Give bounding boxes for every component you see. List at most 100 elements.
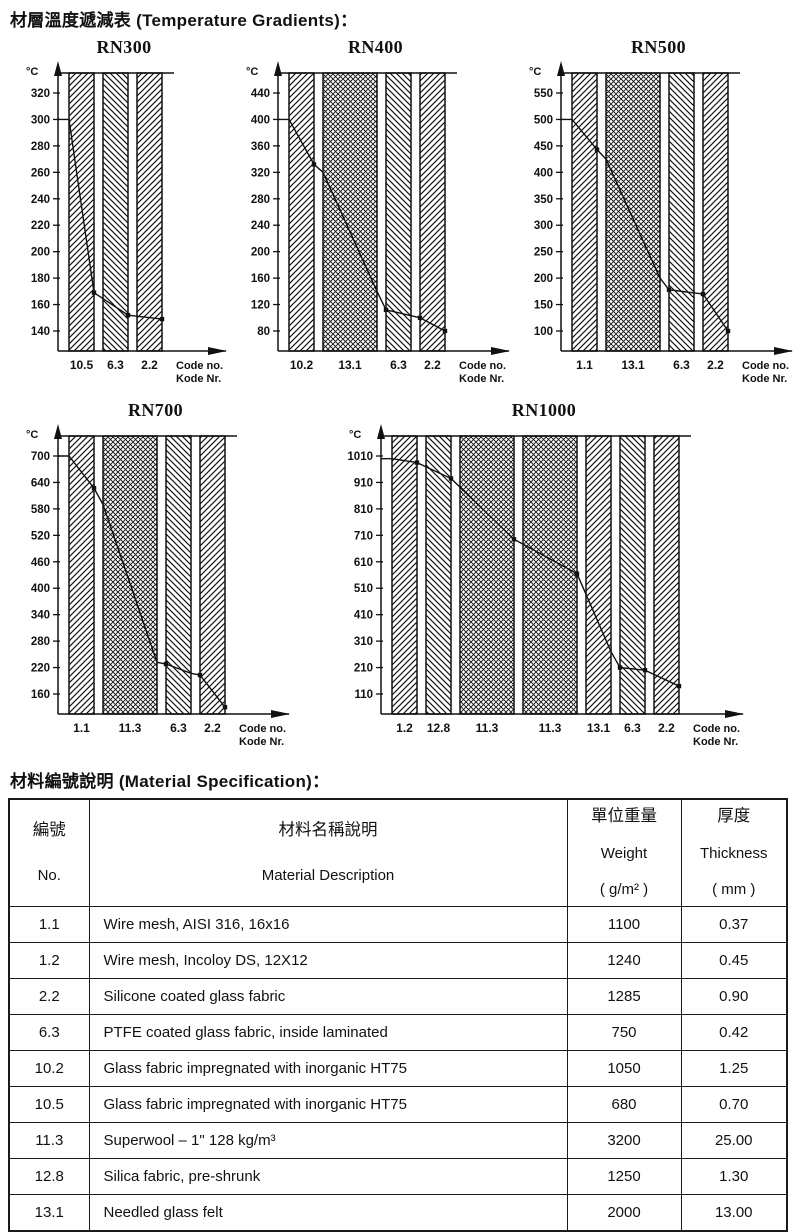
data-point-marker	[91, 290, 97, 295]
material-row-6.3: 6.3 PTFE coated glass fabric, inside lami…	[8, 1014, 788, 1051]
data-point-marker	[125, 312, 131, 318]
code-cell: 10.2	[8, 1050, 90, 1087]
y-ticks: 440 400 360 320 280 240 200 160 120 80	[251, 88, 280, 338]
data-point-marker	[617, 665, 623, 670]
data-point-marker	[511, 537, 517, 542]
header-line: 單位重量	[591, 807, 657, 825]
data-point-marker	[574, 571, 580, 576]
y-tick-label: 400	[534, 167, 553, 179]
y-tick-label: 280	[31, 636, 50, 648]
layer-bar-6.3	[619, 435, 646, 715]
code-no-label: Code no.	[693, 723, 740, 735]
code-no-label: Code no.	[459, 360, 506, 372]
table-header-col2: 材料名稱說明 Material Description	[88, 798, 568, 907]
data-point-marker	[676, 683, 682, 689]
y-tick-label: 410	[354, 610, 373, 622]
materials-section-title: 材料編號說明 (Material Specification)：	[10, 772, 330, 791]
code-label-13.1: 13.1	[587, 721, 611, 735]
y-tick-label: 460	[31, 557, 50, 569]
weight-cell: 1100	[566, 906, 682, 943]
weight-cell: 680	[566, 1086, 682, 1123]
description-cell: Wire mesh, AISI 316, 16x16	[88, 906, 568, 943]
x-axis-arrow	[491, 347, 510, 355]
layer-bar-11.3	[102, 435, 158, 715]
data-point-marker	[666, 287, 672, 292]
data-point-marker	[163, 661, 169, 667]
description-cell: Glass fabric impregnated with inorganic …	[88, 1086, 568, 1123]
thickness-cell: 0.42	[680, 1014, 788, 1051]
kode-nr-label: Kode Nr.	[176, 373, 221, 385]
y-tick-label: 160	[251, 273, 270, 285]
data-point-marker	[448, 476, 454, 481]
description-cell: Wire mesh, Incoloy DS, 12X12	[88, 942, 568, 979]
gradients-section-title: 材層溫度遞減表 (Temperature Gradients)：	[10, 11, 358, 30]
y-tick-label: 360	[251, 141, 270, 153]
material-row-10.2: 10.2 Glass fabric impregnated with inorga…	[8, 1050, 788, 1087]
layer-bar-6.3	[102, 72, 129, 352]
layer-bar-10.2	[288, 72, 315, 352]
code-label-2.2: 2.2	[424, 358, 441, 372]
chart-rn400: RN400 440 400 360 320 280 240 200 160 120 80 °C 10.…	[238, 37, 513, 390]
chart-svg-rn700: 700 640 580 520 460 400 340 280 220 160 °C 1.1 11.3 6…	[26, 424, 290, 748]
temperature-line	[58, 455, 228, 710]
y-ticks: 700 640 580 520 460 400 340 280 220 160	[31, 451, 60, 701]
y-tick-label: 280	[31, 141, 50, 153]
code-label-2.2: 2.2	[141, 358, 158, 372]
code-no-label: Code no.	[176, 360, 223, 372]
table-header-col1: 編號 No.	[8, 798, 90, 907]
chart-svg-rn500: 550 500 450 400 350 300 250 200 150 100 °C 1.1 13.1 6…	[529, 61, 793, 385]
chart-title-rn300: RN300	[96, 37, 152, 57]
code-labels: 1.2 12.8 11.3 11.3 13.1 6.3 2.2 Code no.Kode Nr…	[396, 721, 740, 748]
x-axis-arrow	[774, 347, 793, 355]
data-point-marker	[414, 460, 420, 465]
layer-bar-6.3	[385, 72, 412, 352]
y-tick-label: 140	[31, 326, 50, 338]
header-line: Thickness	[699, 844, 768, 862]
y-tick-label: 640	[31, 477, 50, 489]
weight-cell: 1285	[566, 978, 682, 1015]
y-axis-arrow	[54, 424, 62, 439]
y-axis-unit-label: °C	[246, 66, 258, 78]
kode-nr-label: Kode Nr.	[459, 373, 504, 385]
y-ticks: 320 300 280 260 240 220 200 180 160 140	[31, 88, 60, 338]
y-axis-arrow	[274, 61, 282, 76]
code-label-1.1: 1.1	[576, 358, 593, 372]
y-axis-arrow	[557, 61, 565, 76]
material-row-10.5: 10.5 Glass fabric impregnated with inorga…	[8, 1086, 788, 1123]
layer-bar-1.2	[391, 435, 418, 715]
data-point-marker	[311, 162, 317, 167]
y-tick-label: 320	[251, 167, 270, 179]
y-axis-unit-label: °C	[349, 429, 361, 441]
layer-bar-11.3	[522, 435, 578, 715]
y-tick-label: 610	[354, 557, 373, 569]
temperature-line	[58, 118, 165, 322]
code-label-10.5: 10.5	[70, 358, 94, 372]
charts-row-2: RN700 700 640 580 520 460 400 340 280 220 160 °C 1.…	[18, 400, 796, 753]
thickness-cell: 0.45	[680, 942, 788, 979]
kode-nr-label: Kode Nr.	[742, 373, 787, 385]
code-no-label: Code no.	[742, 360, 789, 372]
y-axis-arrow	[54, 61, 62, 76]
material-layers	[68, 435, 226, 715]
data-point-marker	[594, 147, 600, 152]
weight-cell: 1240	[566, 942, 682, 979]
data-point-marker	[197, 672, 203, 678]
code-cell: 10.5	[8, 1086, 90, 1123]
chart-rn500: RN500 550 500 450 400 350 300 250 200 150 100 °C 1.…	[521, 37, 796, 390]
thickness-cell: 0.37	[680, 906, 788, 943]
data-point-marker	[383, 307, 389, 313]
y-tick-label: 910	[354, 477, 373, 489]
code-label-13.1: 13.1	[621, 358, 645, 372]
chart-rn700: RN700 700 640 580 520 460 400 340 280 220 160 °C 1.…	[18, 400, 293, 753]
description-cell: Silicone coated glass fabric	[88, 978, 568, 1015]
chart-svg-rn300: 320 300 280 260 240 220 200 180 160 140 °C 10.5 6.3 2…	[26, 61, 227, 385]
code-labels: 10.2 13.1 6.3 2.2 Code no.Kode Nr.	[290, 358, 506, 385]
table-header-col4: 厚度 Thickness ( mm )	[680, 798, 788, 907]
layer-bar-6.3	[668, 72, 695, 352]
code-cell: 6.3	[8, 1014, 90, 1051]
code-labels: 10.5 6.3 2.2 Code no.Kode Nr.	[70, 358, 223, 385]
y-tick-label: 280	[251, 194, 270, 206]
y-axis-arrow	[377, 424, 385, 439]
y-tick-label: 340	[31, 610, 50, 622]
chart-rn300: RN300 320 300 280 260 240 220 200 180 160 140 °C 10…	[18, 37, 230, 390]
